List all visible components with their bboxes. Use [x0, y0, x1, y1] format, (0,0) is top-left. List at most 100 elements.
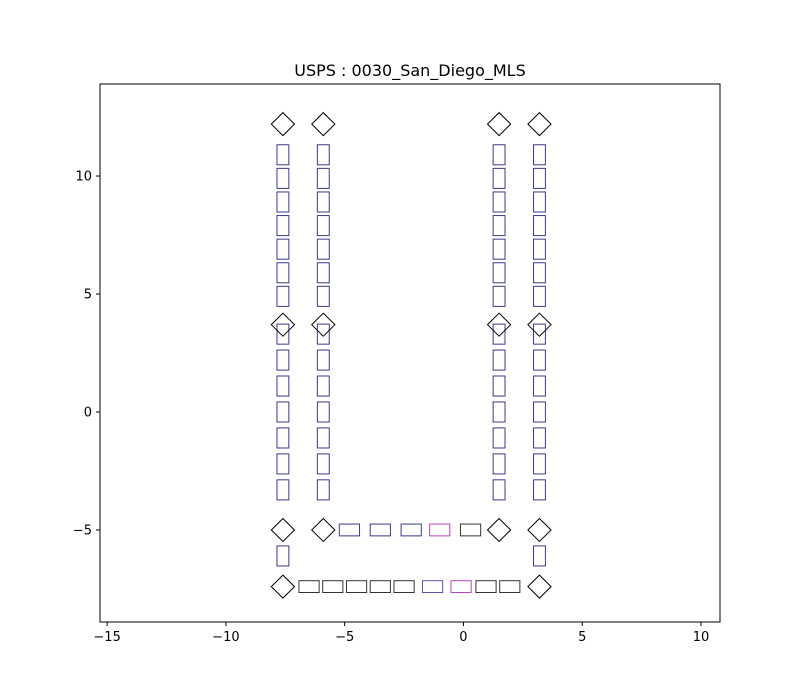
diamond-marker — [311, 312, 336, 337]
vertical-rect-marker — [276, 545, 290, 567]
vertical-rect-marker — [316, 144, 330, 166]
vertical-rect-marker — [316, 215, 330, 237]
vertical-rect-marker — [492, 349, 506, 371]
diamond-marker — [527, 111, 552, 137]
vertical-rect-marker — [316, 375, 330, 397]
vertical-rect-marker — [276, 479, 290, 501]
vertical-rect-marker — [533, 427, 546, 449]
vertical-rect-marker — [533, 144, 546, 166]
vertical-rect-marker — [316, 427, 330, 449]
vertical-rect-marker — [316, 238, 330, 260]
vertical-rect-marker — [276, 238, 290, 260]
horizontal-rect-marker — [322, 580, 344, 594]
diamond-marker — [527, 574, 552, 599]
x-tick-label: −15 — [93, 630, 120, 645]
vertical-rect-marker — [316, 191, 330, 213]
x-tick-label: −10 — [212, 630, 239, 645]
vertical-rect-marker — [316, 285, 330, 307]
horizontal-rect-marker — [345, 580, 368, 594]
y-tick-label: −5 — [73, 523, 92, 538]
diamond-marker — [527, 312, 552, 337]
vertical-rect-marker — [276, 323, 290, 345]
diamond-marker — [311, 517, 336, 543]
vertical-rect-marker — [533, 167, 546, 189]
vertical-rect-marker — [533, 285, 546, 307]
vertical-rect-marker — [492, 285, 506, 307]
vertical-rect-marker — [276, 262, 290, 284]
diamond-marker — [270, 111, 296, 137]
horizontal-rect-marker — [369, 580, 391, 594]
vertical-rect-marker — [492, 167, 506, 189]
vertical-rect-marker — [533, 453, 546, 475]
vertical-rect-marker — [533, 375, 546, 397]
y-tick-label: 0 — [84, 405, 92, 420]
plot-frame — [99, 83, 721, 623]
horizontal-rect-marker — [429, 523, 451, 537]
x-tick-label: 5 — [578, 630, 586, 645]
vertical-rect-marker — [316, 262, 330, 284]
horizontal-rect-marker — [450, 580, 472, 594]
diamond-marker — [486, 517, 512, 543]
vertical-rect-marker — [533, 401, 546, 423]
vertical-rect-marker — [492, 238, 506, 260]
vertical-rect-marker — [492, 191, 506, 213]
vertical-rect-marker — [492, 215, 506, 237]
vertical-rect-marker — [276, 453, 290, 475]
chart-title: USPS : 0030_San_Diego_MLS — [294, 61, 525, 81]
vertical-rect-marker — [276, 144, 290, 166]
x-tick-label: 0 — [459, 630, 467, 645]
vertical-rect-marker — [533, 191, 546, 213]
y-tick-label: 10 — [75, 170, 92, 185]
diamond-marker — [270, 574, 296, 599]
vertical-rect-marker — [316, 349, 330, 371]
vertical-rect-marker — [492, 262, 506, 284]
diamond-marker — [486, 111, 512, 137]
horizontal-rect-marker — [338, 523, 361, 537]
vertical-rect-marker — [316, 401, 330, 423]
vertical-rect-marker — [533, 479, 546, 501]
vertical-rect-marker — [533, 215, 546, 237]
vertical-rect-marker — [316, 167, 330, 189]
horizontal-rect-marker — [298, 580, 320, 594]
vertical-rect-marker — [533, 262, 546, 284]
diamond-marker — [311, 111, 336, 137]
horizontal-rect-marker — [459, 523, 482, 537]
vertical-rect-marker — [316, 453, 330, 475]
x-axis: −15 −10 −5 0 5 10 — [93, 622, 709, 645]
vertical-rect-marker — [276, 285, 290, 307]
horizontal-rect-marker — [400, 523, 422, 537]
vertical-rect-marker — [492, 375, 506, 397]
vertical-rect-marker — [492, 401, 506, 423]
horizontal-rect-marker — [475, 580, 497, 594]
vertical-rect-marker — [492, 453, 506, 475]
vertical-rect-marker — [533, 349, 546, 371]
diamond-marker — [486, 312, 512, 337]
vertical-rect-marker — [276, 401, 290, 423]
vertical-rect-marker — [533, 545, 546, 567]
vertical-rect-marker — [316, 479, 330, 501]
plot-area — [270, 111, 552, 599]
horizontal-rect-marker — [393, 580, 415, 594]
diamond-marker — [270, 312, 296, 337]
vertical-rect-marker — [276, 167, 290, 189]
horizontal-rect-marker — [421, 580, 444, 594]
vertical-rect-marker — [276, 191, 290, 213]
vertical-rect-marker — [533, 323, 546, 345]
diamond-marker — [270, 517, 296, 543]
y-tick-label: 5 — [84, 288, 92, 303]
vertical-rect-marker — [276, 375, 290, 397]
vertical-rect-marker — [492, 144, 506, 166]
vertical-rect-marker — [276, 427, 290, 449]
horizontal-rect-marker — [499, 580, 521, 594]
vertical-rect-marker — [533, 238, 546, 260]
vertical-rect-marker — [492, 323, 506, 345]
vertical-rect-marker — [276, 349, 290, 371]
vertical-rect-marker — [492, 479, 506, 501]
diamond-marker — [527, 517, 552, 543]
vertical-rect-marker — [316, 323, 330, 345]
horizontal-rect-marker — [369, 523, 391, 537]
vertical-rect-marker — [492, 427, 506, 449]
x-tick-label: 10 — [693, 630, 710, 645]
x-tick-label: −5 — [335, 630, 354, 645]
